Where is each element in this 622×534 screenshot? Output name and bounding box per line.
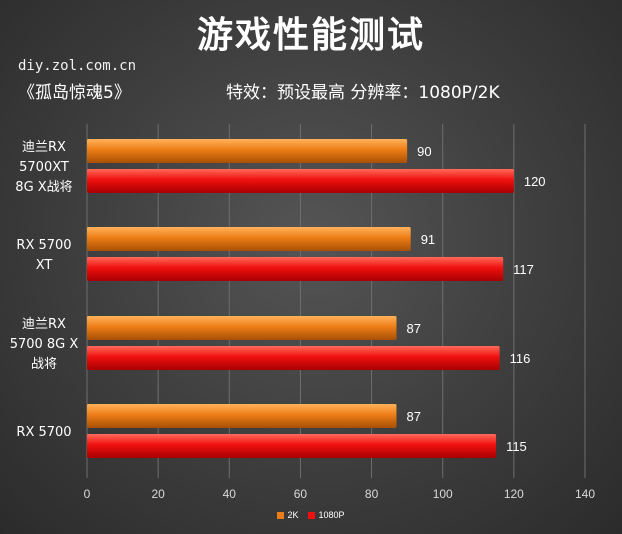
bars — [87, 139, 514, 458]
bar-1080p-2 — [87, 346, 500, 370]
category-label-2-0: 迪兰RX — [22, 317, 66, 332]
chart-title: 游戏性能测试 — [196, 15, 425, 56]
data-label-2k-1: 91 — [421, 232, 435, 247]
x-tick-label-20: 20 — [151, 487, 165, 501]
source-watermark: diy.zol.com.cn — [18, 58, 137, 74]
category-label-1-0: RX 5700 — [16, 238, 71, 253]
x-tick-label-0: 0 — [84, 487, 91, 501]
data-label-2k-2: 87 — [406, 321, 420, 336]
data-label-1080p-0: 120 — [524, 174, 546, 189]
legend-item-2k: 2K — [277, 510, 298, 520]
bar-2k-2 — [87, 316, 397, 340]
category-label-1-1: XT — [36, 258, 53, 273]
x-tick-label-100: 100 — [433, 487, 453, 501]
game-name: 《孤岛惊魂5》 — [18, 83, 131, 103]
bar-2k-1 — [87, 227, 411, 251]
category-label-2-2: 战将 — [31, 357, 57, 372]
x-tick-label-120: 120 — [504, 487, 524, 501]
data-labels: 90 91 87 87 120 117 116 115 — [406, 144, 545, 454]
bar-1080p-1 — [87, 257, 504, 281]
bar-1080p-0 — [87, 169, 514, 193]
legend-label-1080p: 1080P — [318, 510, 345, 520]
data-label-2k-0: 90 — [417, 144, 431, 159]
data-label-1080p-2: 116 — [510, 351, 531, 366]
legend-swatch-2k — [277, 511, 285, 519]
data-label-1080p-1: 117 — [513, 262, 534, 277]
x-tick-label-140: 140 — [575, 487, 595, 501]
x-axis-ticks: 0 20 40 60 80 100 120 140 — [84, 487, 596, 501]
category-label-2-1: 5700 8G X — [10, 337, 79, 352]
bar-2k-3 — [87, 404, 397, 428]
legend-swatch-1080p — [308, 511, 316, 519]
legend-label-2k: 2K — [287, 510, 299, 520]
category-label-0-1: 5700XT — [19, 160, 69, 175]
x-tick-label-40: 40 — [223, 487, 237, 501]
legend: 2K 1080P — [0, 510, 622, 520]
x-tick-label-60: 60 — [294, 487, 308, 501]
legend-item-1080p: 1080P — [308, 510, 345, 520]
data-label-1080p-3: 115 — [506, 439, 527, 454]
test-settings: 特效：预设最高 分辨率：1080P/2K — [226, 83, 500, 103]
category-label-0-0: 迪兰RX — [22, 140, 66, 155]
category-label-3-0: RX 5700 — [16, 425, 71, 440]
category-label-0-2: 8G X战将 — [15, 180, 72, 195]
x-tick-label-80: 80 — [365, 487, 379, 501]
data-label-2k-3: 87 — [406, 409, 420, 424]
bar-1080p-3 — [87, 434, 497, 458]
category-labels: 迪兰RX 5700XT 8G X战将 RX 5700 XT 迪兰RX 5700 8G X 战将… — [10, 140, 79, 440]
bar-2k-0 — [87, 139, 408, 163]
